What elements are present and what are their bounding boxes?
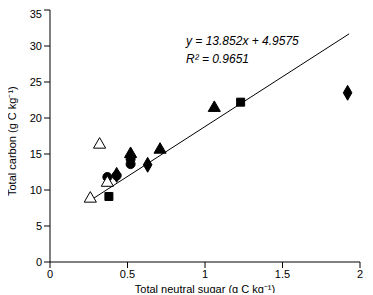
svg-text:0.5: 0.5	[120, 268, 135, 280]
svg-text:5: 5	[36, 220, 42, 232]
svg-text:15: 15	[30, 148, 42, 160]
svg-text:1: 1	[202, 268, 208, 280]
svg-text:35: 35	[30, 8, 42, 20]
svg-text:0: 0	[36, 256, 42, 268]
svg-text:1.5: 1.5	[275, 268, 290, 280]
svg-text:0: 0	[47, 268, 53, 280]
svg-text:2: 2	[357, 268, 363, 280]
html-text:y = 13.852x + 4.9575: y = 13.852x + 4.9575	[186, 34, 299, 48]
svg-text:25: 25	[30, 76, 42, 88]
svg-text:10: 10	[30, 184, 42, 196]
svg-text:Total neutral sugar (g C kg⁻¹): Total neutral sugar (g C kg⁻¹)	[135, 283, 275, 293]
html-text:R² = 0.9651: R² = 0.9651	[186, 52, 249, 66]
svg-text:Total carbon (g C kg⁻¹): Total carbon (g C kg⁻¹)	[8, 86, 18, 196]
svg-text:30: 30	[30, 40, 42, 52]
svg-text:20: 20	[30, 112, 42, 124]
